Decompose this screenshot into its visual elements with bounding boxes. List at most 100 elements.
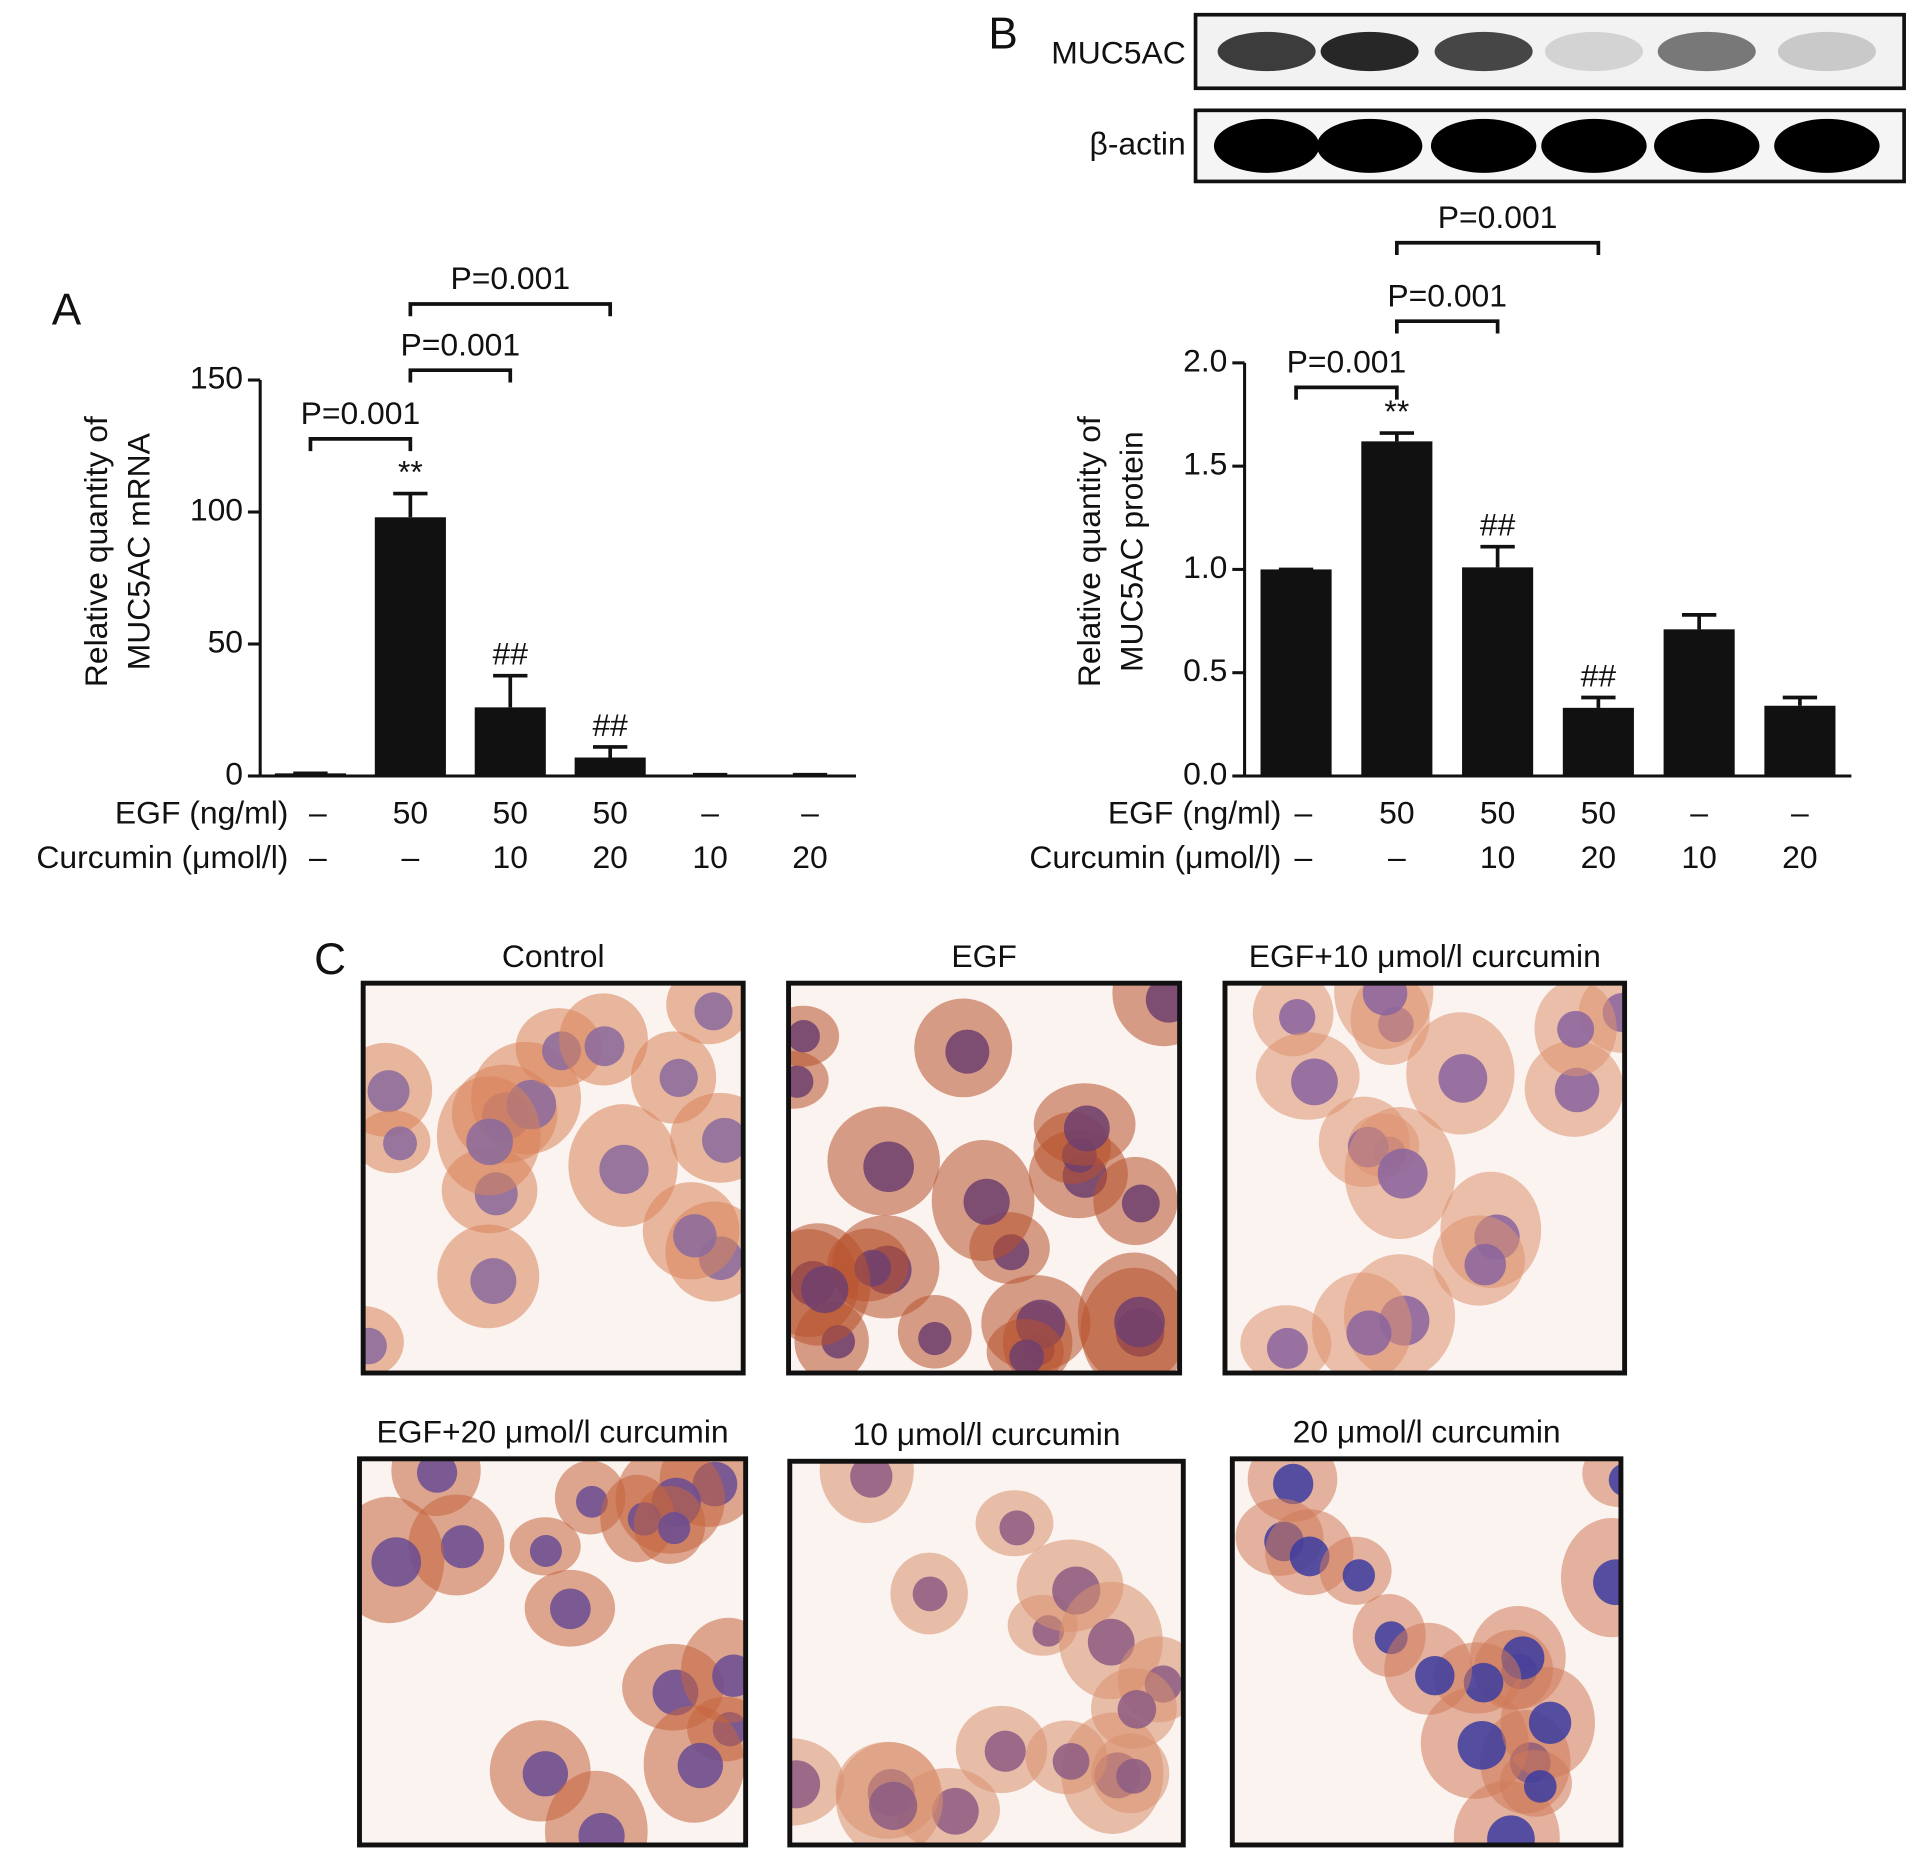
y-tick-label: 0 xyxy=(225,755,243,791)
significance-marker: ## xyxy=(1581,657,1617,693)
treatment-label: 10 xyxy=(692,839,727,875)
treatment-label: 50 xyxy=(1581,795,1616,831)
error-bar xyxy=(493,673,528,708)
blot-band xyxy=(1657,31,1756,72)
nucleus xyxy=(1009,1339,1044,1373)
bracket xyxy=(308,437,413,452)
treatment-label: 10 xyxy=(1480,839,1515,875)
y-tick-label: 0.5 xyxy=(1183,652,1227,688)
nucleus xyxy=(470,1258,517,1304)
y-tick-label: 0.0 xyxy=(1183,755,1227,791)
blot-band xyxy=(1320,31,1419,72)
treatment-label: 20 xyxy=(1782,839,1817,875)
bar xyxy=(1462,567,1534,776)
micrograph xyxy=(1232,1458,1621,1845)
nucleus xyxy=(1116,1758,1152,1794)
nucleus xyxy=(1487,1815,1535,1845)
nucleus xyxy=(416,1458,458,1493)
row-label: EGF (ng/ml) xyxy=(1108,795,1281,831)
micrograph-frame xyxy=(786,980,1183,1376)
bar xyxy=(1663,629,1735,776)
significance-marker: ## xyxy=(1480,507,1516,543)
bracket-label: P=0.001 xyxy=(301,395,421,431)
bar xyxy=(1764,705,1836,776)
micrograph-frame xyxy=(787,1458,1186,1848)
cell xyxy=(1561,1518,1621,1638)
bracket-label: P=0.001 xyxy=(1287,344,1407,380)
treatment-label: – xyxy=(1295,839,1313,875)
bar xyxy=(374,517,446,776)
nucleus xyxy=(999,1510,1035,1546)
blot-band xyxy=(1217,31,1316,72)
nucleus xyxy=(1117,1690,1157,1729)
bracket-label: P=0.001 xyxy=(401,326,521,362)
nucleus xyxy=(712,1654,746,1698)
nucleus xyxy=(659,1058,698,1098)
treatment-label: 50 xyxy=(1480,795,1515,831)
bracket xyxy=(408,368,513,383)
nucleus xyxy=(1524,1770,1557,1803)
panel-label: C xyxy=(314,935,346,984)
bracket-label: P=0.001 xyxy=(1438,199,1558,235)
bracket-label: P=0.001 xyxy=(1387,277,1507,313)
nucleus xyxy=(529,1535,562,1567)
y-tick-label: 150 xyxy=(190,359,243,395)
y-axis-label: MUC5AC mRNA xyxy=(121,432,157,670)
nucleus xyxy=(1272,1463,1314,1505)
bar xyxy=(1562,707,1634,776)
nucleus xyxy=(1346,1310,1392,1356)
nucleus xyxy=(850,1461,893,1498)
micrograph-title: Control xyxy=(502,938,605,974)
micrograph-frame xyxy=(357,1456,749,1848)
nucleus xyxy=(1457,1720,1507,1770)
nucleus xyxy=(789,1760,821,1809)
error-bar xyxy=(1782,695,1818,706)
nucleus xyxy=(1593,1559,1621,1606)
nucleus xyxy=(1377,1148,1428,1199)
nucleus xyxy=(1289,1536,1330,1577)
blot-band xyxy=(1777,31,1876,72)
error-bar xyxy=(593,745,628,758)
treatment-label: – xyxy=(402,839,420,875)
significance-marker: ## xyxy=(493,635,529,671)
panel-label: B xyxy=(988,9,1017,58)
nucleus xyxy=(599,1144,649,1194)
nucleus xyxy=(1557,1010,1595,1048)
micrograph-frame xyxy=(1222,980,1628,1376)
treatment-label: 50 xyxy=(1379,795,1414,831)
nucleus xyxy=(984,1730,1026,1772)
bracket xyxy=(1294,385,1399,400)
bracket xyxy=(1395,319,1500,334)
micrograph xyxy=(789,1461,1184,1845)
treatment-label: – xyxy=(1388,839,1406,875)
nucleus xyxy=(1145,983,1180,1023)
nucleus xyxy=(549,1588,591,1630)
nucleus xyxy=(702,1117,744,1163)
y-tick-label: 1.0 xyxy=(1183,549,1227,585)
cell xyxy=(1334,983,1434,1050)
nucleus xyxy=(522,1751,569,1797)
error-bar xyxy=(1681,613,1717,630)
bar xyxy=(574,757,646,776)
nucleus xyxy=(673,1214,717,1258)
y-axis-label: Relative quantity of xyxy=(1071,416,1107,687)
nucleus xyxy=(1528,1701,1572,1745)
blot-label: β-actin xyxy=(1090,125,1186,161)
blot-label: MUC5AC xyxy=(1051,35,1186,71)
bracket-label: P=0.001 xyxy=(450,260,570,296)
nucleus xyxy=(575,1485,608,1518)
bar xyxy=(1260,569,1332,776)
blot-band xyxy=(1541,118,1647,173)
blot-band xyxy=(1213,118,1320,173)
treatment-label: – xyxy=(1295,795,1313,831)
significance-marker: ## xyxy=(592,707,628,743)
micrograph-title: 10 μmol/l curcumin xyxy=(853,1416,1121,1452)
micrograph xyxy=(788,983,1180,1373)
treatment-label: – xyxy=(1690,795,1708,831)
treatment-label: – xyxy=(309,795,327,831)
bracket xyxy=(1395,240,1601,255)
micrograph-frame xyxy=(1229,1456,1624,1848)
treatment-label: 10 xyxy=(493,839,528,875)
y-tick-label: 100 xyxy=(190,491,243,527)
